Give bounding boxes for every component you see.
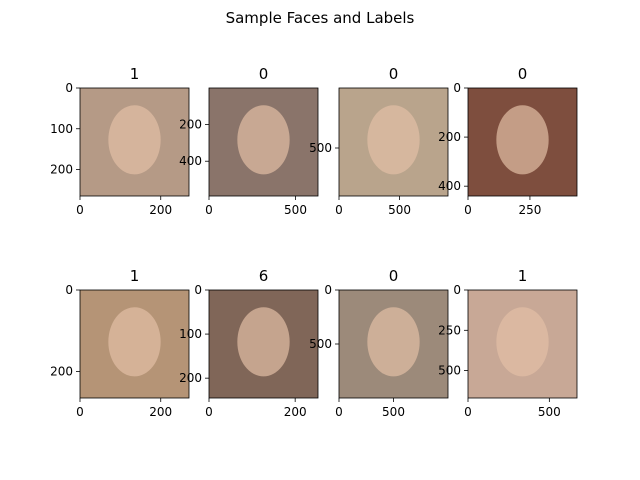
y-tick-label: 400 xyxy=(438,179,461,193)
y-tick-label: 200 xyxy=(50,365,73,379)
y-tick-label: 200 xyxy=(179,118,202,132)
x-tick-label: 0 xyxy=(335,203,343,217)
x-tick-label: 0 xyxy=(464,405,472,419)
y-tick-label: 400 xyxy=(179,154,202,168)
y-tick-label: 0 xyxy=(453,283,461,297)
face-shape xyxy=(108,307,161,377)
x-tick-label: 200 xyxy=(149,405,172,419)
x-tick-label: 0 xyxy=(76,203,84,217)
axes-frame xyxy=(467,289,578,399)
axes-frame xyxy=(79,289,190,399)
x-tick-label: 500 xyxy=(382,405,405,419)
axes-frame xyxy=(208,87,319,197)
x-tick-label: 0 xyxy=(464,203,472,217)
axes-frame xyxy=(467,87,578,197)
y-tick-label: 0 xyxy=(324,283,332,297)
axes-frame xyxy=(79,87,190,197)
y-tick-label: 100 xyxy=(179,327,202,341)
face-shape xyxy=(367,105,420,175)
face-shape xyxy=(237,307,290,377)
face-shape xyxy=(496,307,549,377)
axes-frame xyxy=(208,289,319,399)
face-shape xyxy=(367,307,420,377)
y-tick-label: 200 xyxy=(179,371,202,385)
y-tick-label: 0 xyxy=(65,81,73,95)
subplot-title: 0 xyxy=(259,65,269,83)
y-tick-label: 500 xyxy=(438,364,461,378)
figure-title: Sample Faces and Labels xyxy=(226,9,415,27)
face-shape xyxy=(108,105,161,175)
x-tick-label: 200 xyxy=(149,203,172,217)
axes-frame xyxy=(338,87,449,197)
face-shape xyxy=(496,105,549,175)
subplot-title: 1 xyxy=(130,65,140,83)
x-tick-label: 0 xyxy=(205,405,213,419)
x-tick-label: 500 xyxy=(388,203,411,217)
x-tick-label: 0 xyxy=(76,405,84,419)
x-tick-label: 500 xyxy=(284,203,307,217)
y-tick-label: 0 xyxy=(453,81,461,95)
y-tick-label: 500 xyxy=(309,337,332,351)
subplot-title: 0 xyxy=(389,65,399,83)
subplot-title: 1 xyxy=(130,267,140,285)
y-tick-label: 200 xyxy=(438,130,461,144)
y-tick-label: 250 xyxy=(438,323,461,337)
face-shape xyxy=(237,105,290,175)
x-tick-label: 500 xyxy=(538,405,561,419)
y-tick-label: 500 xyxy=(309,141,332,155)
subplot-title: 0 xyxy=(389,267,399,285)
subplot-title: 6 xyxy=(259,267,269,285)
y-tick-label: 100 xyxy=(50,122,73,136)
subplot-title: 1 xyxy=(518,267,528,285)
y-tick-label: 0 xyxy=(65,283,73,297)
y-tick-label: 200 xyxy=(50,163,73,177)
x-tick-label: 250 xyxy=(518,203,541,217)
x-tick-label: 200 xyxy=(284,405,307,419)
y-tick-label: 0 xyxy=(194,283,202,297)
x-tick-label: 0 xyxy=(205,203,213,217)
x-tick-label: 0 xyxy=(335,405,343,419)
subplot-title: 0 xyxy=(518,65,528,83)
